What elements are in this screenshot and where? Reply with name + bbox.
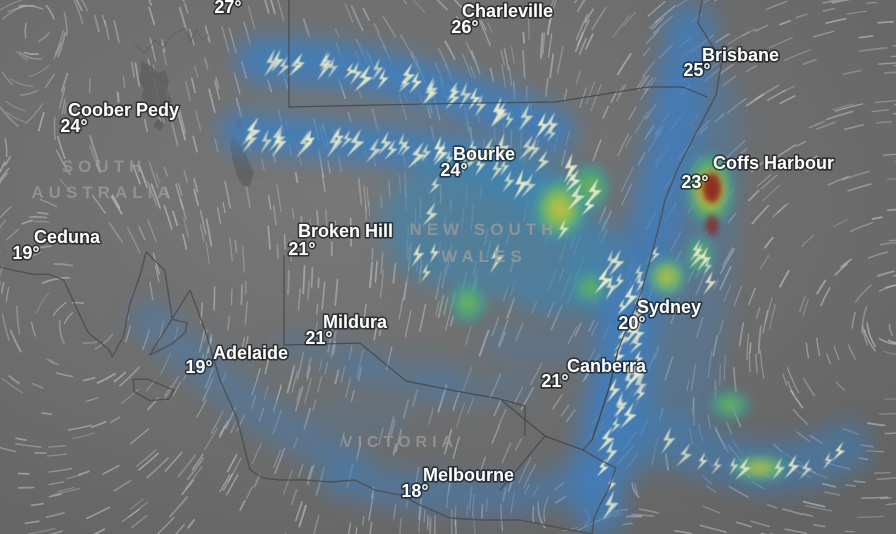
svg-text:Melbourne: Melbourne — [423, 465, 514, 485]
svg-text:VICTORIA: VICTORIA — [342, 434, 458, 451]
svg-text:Canberra: Canberra — [567, 356, 647, 376]
svg-text:Broken Hill: Broken Hill — [298, 221, 393, 241]
svg-text:18°: 18° — [401, 481, 428, 501]
svg-text:SOUTH: SOUTH — [62, 157, 147, 176]
svg-text:24°: 24° — [440, 160, 467, 180]
svg-text:AUSTRALIA: AUSTRALIA — [31, 183, 174, 202]
svg-text:Sydney: Sydney — [637, 297, 701, 317]
svg-text:Adelaide: Adelaide — [213, 343, 288, 363]
svg-text:19°: 19° — [185, 357, 212, 377]
svg-text:Mildura: Mildura — [323, 312, 388, 332]
svg-text:25°: 25° — [683, 60, 710, 80]
svg-text:27°: 27° — [214, 0, 241, 17]
svg-text:19°: 19° — [12, 243, 39, 263]
svg-text:Coffs Harbour: Coffs Harbour — [713, 153, 834, 173]
svg-text:21°: 21° — [305, 328, 332, 348]
svg-text:WALES: WALES — [441, 247, 526, 266]
svg-text:Ceduna: Ceduna — [34, 227, 101, 247]
svg-text:Brisbane: Brisbane — [702, 45, 779, 65]
svg-text:21°: 21° — [288, 239, 315, 259]
svg-text:NEW SOUTH: NEW SOUTH — [410, 220, 559, 239]
svg-text:20°: 20° — [618, 313, 645, 333]
svg-text:26°: 26° — [451, 17, 478, 37]
svg-text:24°: 24° — [60, 116, 87, 136]
svg-text:23°: 23° — [681, 172, 708, 192]
svg-text:21°: 21° — [541, 371, 568, 391]
